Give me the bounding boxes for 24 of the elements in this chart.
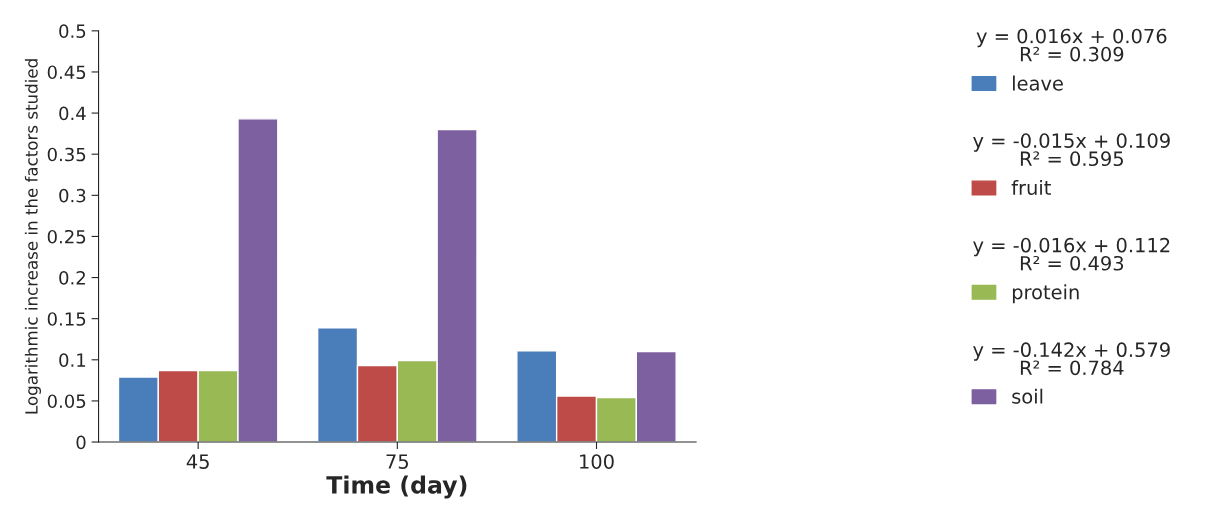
y-tick-label: 0.15 xyxy=(47,312,86,326)
text: y = -0.142x + 0.579 R² = 0.784 xyxy=(973,342,1170,376)
y-tick-label: 0.2 xyxy=(59,271,85,285)
y-tick-label: 0.5 xyxy=(59,24,86,38)
text: y = 0.016x + 0.076 R² = 0.309 xyxy=(976,28,1167,62)
y-tick-label: 0.05 xyxy=(47,394,86,409)
legend-label: fruit xyxy=(1011,179,1051,196)
y-tick-label: 0.3 xyxy=(59,188,86,203)
legend-label: leave xyxy=(1013,75,1063,91)
legend-label: soil xyxy=(1012,388,1043,404)
y-tick-label: 0 xyxy=(76,435,86,450)
x-tick-label: 100 xyxy=(580,454,614,469)
legend-label: protein xyxy=(1012,284,1079,304)
y-tick-label: 0.35 xyxy=(47,147,86,162)
y-tick-label: 0.1 xyxy=(59,353,86,367)
y-tick-label: 0.4 xyxy=(59,106,86,121)
x-axis-title: Time (day) xyxy=(326,475,467,499)
y-axis-title: Logarithmic increase in the factors studied xyxy=(24,59,41,414)
y-tick-label: 0.45 xyxy=(47,65,86,80)
x-tick-label: 45 xyxy=(186,454,209,469)
x-tick-label: 75 xyxy=(386,454,408,469)
text: y = -0.016x + 0.112 R² = 0.493 xyxy=(973,237,1170,271)
y-tick-label: 0.25 xyxy=(47,229,86,244)
text: y = -0.015x + 0.109 R² = 0.595 xyxy=(973,133,1170,167)
